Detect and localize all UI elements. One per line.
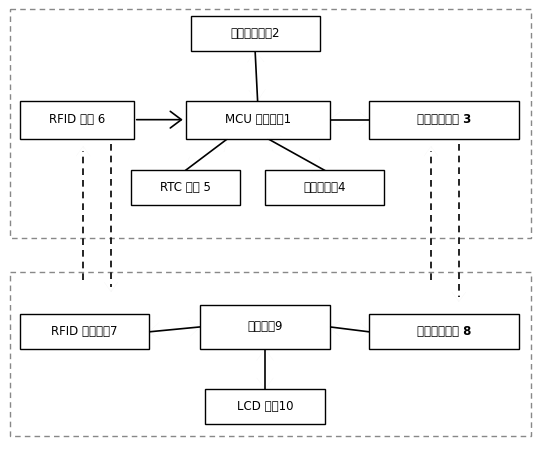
Text: 第二收发模块 8: 第二收发模块 8 — [417, 325, 471, 339]
Text: MCU 微控制器1: MCU 微控制器1 — [225, 113, 290, 126]
Bar — [205, 389, 324, 424]
Text: RFID 读取模块7: RFID 读取模块7 — [51, 325, 117, 339]
Bar — [131, 170, 240, 205]
Text: 温湿度传感器2: 温湿度传感器2 — [231, 27, 280, 40]
Text: 核心模块9: 核心模块9 — [247, 320, 283, 334]
Bar — [200, 304, 329, 349]
Text: 第一收发模块 3: 第一收发模块 3 — [417, 113, 471, 126]
Text: RTC 模块 5: RTC 模块 5 — [160, 181, 211, 194]
Text: RFID 标签 6: RFID 标签 6 — [49, 113, 105, 126]
Bar — [10, 272, 531, 436]
Bar — [20, 314, 149, 349]
Bar — [191, 16, 320, 51]
Bar — [369, 101, 518, 138]
Text: 存储器模块4: 存储器模块4 — [304, 181, 346, 194]
Bar — [186, 101, 329, 138]
Bar — [20, 101, 134, 138]
Bar — [10, 10, 531, 238]
Text: LCD 模块10: LCD 模块10 — [237, 400, 293, 413]
Bar — [265, 170, 384, 205]
Bar — [369, 314, 518, 349]
